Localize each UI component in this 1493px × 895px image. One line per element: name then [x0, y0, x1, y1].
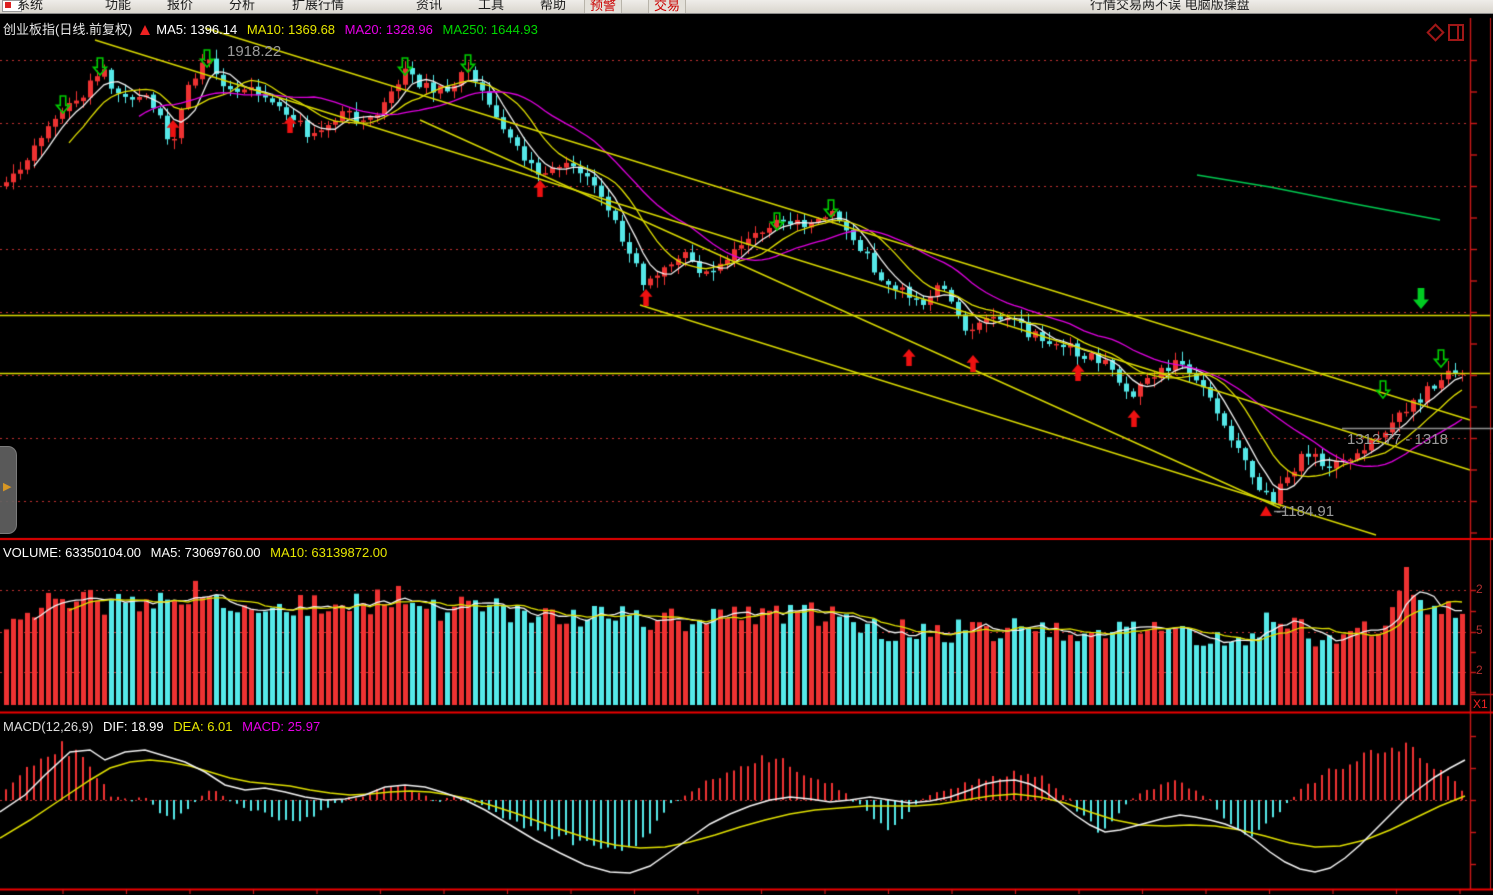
menu-item-5[interactable]: 资讯 [416, 0, 443, 12]
up-arrow-icon [140, 25, 151, 35]
sidebar-flyout-handle[interactable]: ▶ [0, 446, 17, 534]
menu-item-4[interactable]: 扩展行情 [292, 0, 345, 12]
instrument-title: 创业板指(日线.前复权) [3, 22, 133, 37]
menu-item-2[interactable]: 报价 [167, 0, 194, 12]
volume-axis-fragment: 2 [1476, 582, 1483, 596]
dif-value: DIF: 18.99 [102, 719, 164, 734]
app-icon [2, 0, 22, 12]
volume-ma5-value: MA5: 73069760.00 [150, 545, 261, 560]
macd-value: MACD: 25.97 [242, 719, 321, 734]
ma5-value: MA5: 1396.14 [156, 22, 238, 37]
price-range-label: 1312.77 - 1318 [1347, 431, 1448, 448]
ma20-value: MA20: 1328.96 [344, 22, 433, 37]
macd-header: MACD(12,26,9) DIF: 18.99 DEA: 6.01 MACD:… [3, 719, 326, 734]
dea-value: DEA: 6.01 [173, 719, 233, 734]
volume-ma10-value: MA10: 63139872.00 [270, 545, 388, 560]
volume-axis-fragment: 5 [1476, 623, 1483, 637]
macd-params: MACD(12,26,9) [3, 719, 94, 734]
trough-price-label: -1184.91 [1276, 503, 1335, 520]
menu-banner-text: 行情交易两不误 电脑版操盘 [1090, 0, 1250, 12]
peak-price-label: 1918.22 [227, 43, 282, 60]
menu-item-0[interactable]: 系统 [17, 0, 44, 12]
menu-item-3[interactable]: 分析 [229, 0, 256, 12]
menu-item-1[interactable]: 功能 [105, 0, 132, 12]
volume-axis-fragment: 2 [1476, 663, 1483, 677]
ma10-value: MA10: 1369.68 [246, 22, 336, 37]
menu-hot-item-1[interactable]: 交易 [648, 0, 687, 13]
menu-item-6[interactable]: 工具 [478, 0, 505, 12]
menu-hot-item-0[interactable]: 预警 [584, 0, 623, 13]
main-chart-header: 创业板指(日线.前复权) MA5: 1396.14 MA10: 1369.68 M… [3, 19, 544, 38]
menu-bar: 系统 功能 报价 分析 扩展行情 资讯 工具 帮助 预警 交易 行情交易两不误 电脑版操盘 [0, 0, 1493, 14]
ma250-value: MA250: 1644.93 [442, 22, 538, 37]
split-window-icon[interactable] [1448, 24, 1464, 41]
flyout-arrow-icon: ▶ [3, 481, 12, 493]
volume-header: VOLUME: 63350104.00 MA5: 73069760.00 MA1… [3, 545, 393, 560]
period-scale-label: X1 [1473, 697, 1488, 711]
menu-item-7[interactable]: 帮助 [540, 0, 567, 12]
volume-value: VOLUME: 63350104.00 [3, 545, 142, 560]
